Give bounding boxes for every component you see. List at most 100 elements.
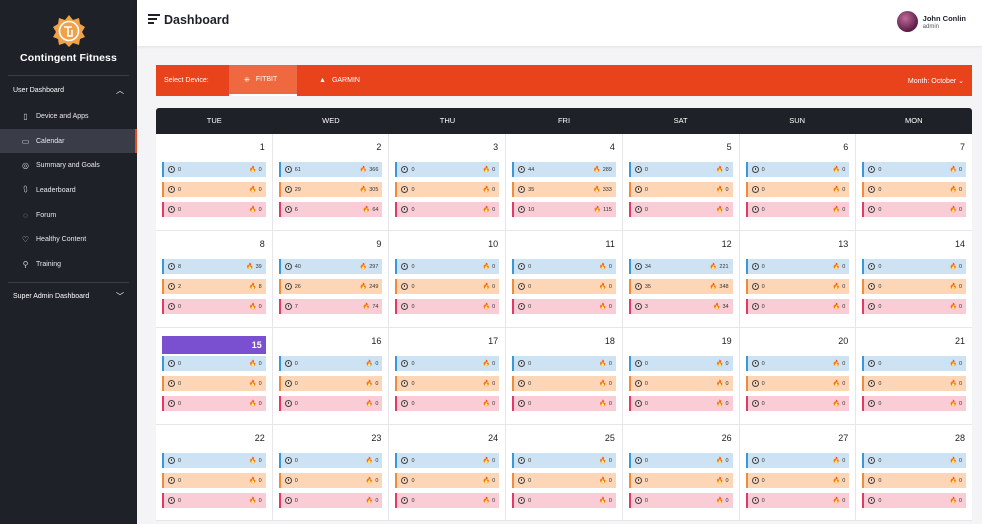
calories-value: 348 [719,283,729,290]
activity-stat-row: 0 🔥 0 [512,259,616,274]
calendar-day-cell[interactable]: 14 0 🔥 0 0 🔥 0 0 🔥 0 [856,231,972,327]
minutes-value: 0 [761,303,765,310]
calories-value: 0 [958,380,963,387]
day-number: 10 [488,239,499,249]
clock-icon [518,186,526,193]
clock-icon [868,186,876,193]
activity-stat-row: 0 🔥 0 [628,202,733,217]
calendar-day-cell[interactable]: 13 0 🔥 0 0 🔥 0 0 🔥 0 [740,231,857,327]
clock-icon [401,283,409,290]
flame-icon: 🔥 [949,304,957,310]
menu-icon[interactable] [148,14,160,27]
calendar-day-cell[interactable]: 1 0 🔥 0 0 🔥 0 0 🔥 0 [156,134,273,230]
sidebar-item-label: Summary and Goals [36,162,100,170]
calendar-day-cell[interactable]: 11 0 🔥 0 0 🔥 0 0 🔥 0 [506,231,623,327]
calendar-day-cell[interactable]: 22 0 🔥 0 0 🔥 0 0 🔥 0 [156,425,273,520]
calendar-day-cell[interactable]: 2 61 🔥 366 29 🔥 305 6 🔥 64 [273,134,390,230]
tab-fitbit[interactable]: ⁜ FITBIT [229,65,297,96]
calendar-day-cell[interactable]: 10 0 🔥 0 0 🔥 0 0 🔥 0 [389,231,507,327]
day-number: 28 [955,433,966,443]
activity-stat-row: 8 🔥 39 [162,259,266,274]
calories-value: 366 [369,166,379,173]
brand-block: Contingent Fitness [8,0,129,76]
flame-icon: 🔥 [832,361,841,367]
clock-icon [284,186,292,193]
minutes-value: 29 [294,186,301,193]
flame-icon: 🔥 [716,167,724,173]
user-menu[interactable]: John Conlin admin [896,11,966,32]
activity-stat-row: 0 🔥 0 [862,396,967,411]
flame-icon: 🔥 [599,304,607,310]
calories-value: 0 [492,186,496,193]
calendar-day-cell[interactable]: 5 0 🔥 0 0 🔥 0 0 🔥 0 [623,134,740,230]
minutes-value: 0 [411,360,415,367]
calories-value: 0 [958,283,963,290]
activity-stat-row: 0 🔥 0 [395,279,500,294]
sidebar-item-device-and-apps[interactable]: ▯ Device and Apps [0,104,137,129]
avatar[interactable] [896,11,918,32]
calories-value: 0 [842,283,846,290]
tab-garmin[interactable]: ▲ GARMIN [319,65,360,96]
flame-icon: 🔥 [599,361,607,367]
calories-value: 0 [725,206,729,213]
clock-icon [168,263,175,270]
calories-value: 0 [842,186,846,193]
minutes-value: 0 [878,400,882,407]
calories-value: 0 [842,380,846,387]
section-super-admin[interactable]: Super Admin Dashboard ﹀ [0,283,137,311]
calendar-day-cell[interactable]: 7 0 🔥 0 0 🔥 0 0 🔥 0 [856,134,972,230]
sidebar-item-healthy-content[interactable]: ♡ Healthy Content [0,227,137,252]
flame-icon: 🔥 [365,498,374,504]
calendar-day-cell[interactable]: 23 0 🔥 0 0 🔥 0 0 🔥 0 [273,425,390,520]
calendar-day-cell[interactable]: 9 40 🔥 297 26 🔥 249 7 🔥 74 [273,231,390,327]
sidebar: Contingent Fitness User Dashboard ︿ ▯ De… [0,0,137,524]
calendar-day-cell[interactable]: 3 0 🔥 0 0 🔥 0 0 🔥 0 [389,134,507,230]
sidebar-item-calendar[interactable]: ▭ Calendar [0,128,137,154]
calendar-day-cell[interactable]: 21 0 🔥 0 0 🔥 0 0 🔥 0 [856,328,972,424]
calendar-day-cell[interactable]: 19 0 🔥 0 0 🔥 0 0 🔥 0 [623,328,740,424]
calendar-day-cell[interactable]: 17 0 🔥 0 0 🔥 0 0 🔥 0 [389,328,507,424]
clock-icon [751,206,759,213]
calories-value: 0 [958,477,963,484]
calendar-day-cell[interactable]: 20 0 🔥 0 0 🔥 0 0 🔥 0 [740,328,857,424]
sidebar-item-training[interactable]: ⚲ Training [0,252,137,277]
calendar-day-cell[interactable]: 15 0 🔥 0 0 🔥 0 0 🔥 0 [156,328,273,424]
minutes-value: 0 [878,303,882,310]
sidebar-item-forum[interactable]: ◌ Forum [0,203,137,228]
clock-icon [168,380,175,387]
minutes-value: 26 [294,283,301,290]
activity-stat-row: 7 🔥 74 [278,299,383,314]
calendar-day-cell[interactable]: 16 0 🔥 0 0 🔥 0 0 🔥 0 [273,328,390,424]
calendar-day-cell[interactable]: 18 0 🔥 0 0 🔥 0 0 🔥 0 [506,328,623,424]
calendar-day-cell[interactable]: 4 44 🔥 289 35 🔥 333 10 🔥 115 [506,134,623,230]
calendar-day-cell[interactable]: 24 0 🔥 0 0 🔥 0 0 🔥 0 [389,425,507,520]
calendar-day-cell[interactable]: 28 0 🔥 0 0 🔥 0 0 🔥 0 [856,425,972,520]
calories-value: 0 [258,400,262,407]
section-user-dashboard[interactable]: User Dashboard ︿ [0,76,137,104]
clock-icon [284,497,292,504]
flame-icon: 🔥 [249,284,257,290]
activity-stat-row: 0 🔥 0 [162,202,266,217]
calories-value: 0 [958,457,963,464]
calendar-day-cell[interactable]: 27 0 🔥 0 0 🔥 0 0 🔥 0 [740,425,857,520]
month-select[interactable]: Month: October ⌄ [908,77,964,85]
clock-icon [751,477,759,484]
flame-icon: 🔥 [249,361,257,367]
calories-value: 249 [369,283,379,290]
sidebar-item-leaderboard[interactable]: ⩇ Leaderboard [0,178,137,203]
sidebar-item-summary-and-goals[interactable]: ◎ Summary and Goals [0,153,137,178]
minutes-value: 7 [294,303,298,310]
calendar-day-cell[interactable]: 12 34 🔥 221 35 🔥 348 3 🔥 34 [623,231,740,327]
calendar-day-cell[interactable]: 25 0 🔥 0 0 🔥 0 0 🔥 0 [506,425,623,520]
calendar-day-cell[interactable]: 26 0 🔥 0 0 🔥 0 0 🔥 0 [623,425,740,520]
flame-icon: 🔥 [949,187,957,193]
flame-icon: 🔥 [249,207,257,213]
minutes-value: 0 [878,166,882,173]
calendar-day-cell[interactable]: 6 0 🔥 0 0 🔥 0 0 🔥 0 [740,134,857,230]
activity-stat-row: 0 🔥 0 [395,182,500,197]
calories-value: 297 [369,263,379,270]
day-number: 22 [254,433,265,443]
flame-icon: 🔥 [249,458,257,464]
calendar-day-cell[interactable]: 8 8 🔥 39 2 🔥 8 0 🔥 0 [156,231,273,327]
clock-icon [751,360,759,367]
